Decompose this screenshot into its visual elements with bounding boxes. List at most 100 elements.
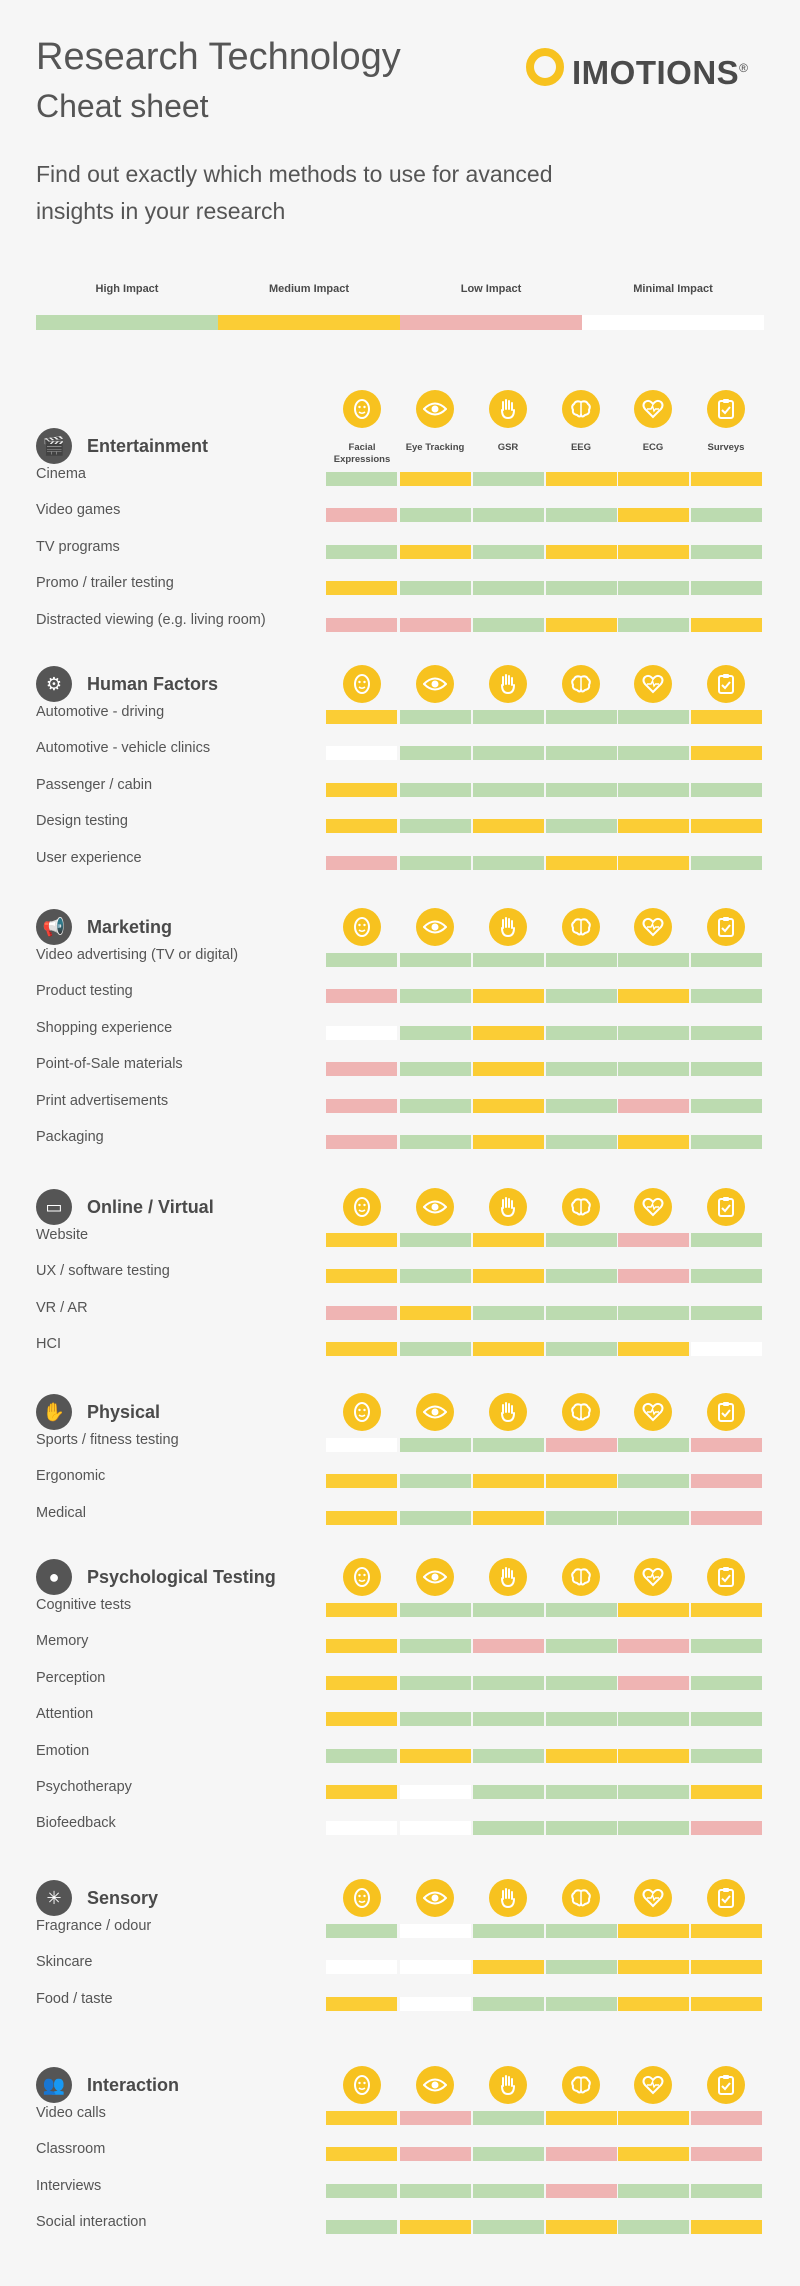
logo-ring-icon xyxy=(526,48,564,86)
impact-cell-high xyxy=(546,953,617,967)
impact-cell-low xyxy=(546,1438,617,1452)
impact-cell-high xyxy=(400,989,471,1004)
impact-cell-high xyxy=(473,855,544,870)
impact-cell-high xyxy=(546,1924,617,1938)
hand-icon xyxy=(489,908,527,946)
impact-cell-high xyxy=(400,1510,471,1525)
impact-cell-medium xyxy=(326,1785,397,1799)
eye-icon xyxy=(416,1188,454,1226)
impact-cell-low xyxy=(326,1305,397,1320)
impact-cell-high xyxy=(546,1062,617,1077)
impact-cell-high xyxy=(618,2183,689,2198)
row-label: Biofeedback xyxy=(36,1815,116,1832)
legend-label-low: Low Impact xyxy=(460,283,522,295)
impact-cell-high xyxy=(618,581,689,596)
row-label: UX / software testing xyxy=(36,1263,170,1280)
impact-cell-high xyxy=(618,1785,689,1799)
brain-icon xyxy=(562,390,600,428)
impact-cell-medium xyxy=(326,1233,397,1247)
impact-cell-high xyxy=(473,1821,544,1836)
impact-cell-medium xyxy=(400,2220,471,2235)
impact-cell-medium xyxy=(400,1305,471,1320)
impact-cell-low xyxy=(326,989,397,1004)
impact-cell-medium xyxy=(618,508,689,523)
row-label: HCI xyxy=(36,1336,61,1353)
impact-cell-high xyxy=(546,1025,617,1040)
impact-cell-minimal xyxy=(326,1821,397,1836)
row-label: Product testing xyxy=(36,983,133,1000)
imotions-logo: IMOTIONS® xyxy=(526,48,766,91)
impact-cell-medium xyxy=(326,1342,397,1357)
impact-cell-high xyxy=(546,1135,617,1149)
impact-cell-high xyxy=(546,1785,617,1799)
impact-cell-high xyxy=(400,710,471,724)
impact-cell-low xyxy=(618,1098,689,1113)
impact-cell-high xyxy=(618,1062,689,1077)
row-label: Social interaction xyxy=(36,2214,147,2231)
impact-cell-high xyxy=(691,508,762,523)
hand-icon xyxy=(489,1879,527,1917)
impact-cell-high xyxy=(473,544,544,559)
face-icon xyxy=(343,1188,381,1226)
impact-cell-high xyxy=(326,1924,397,1938)
method-label: EEG xyxy=(570,442,592,453)
impact-cell-low xyxy=(618,1639,689,1654)
eye-icon xyxy=(416,665,454,703)
impact-cell-high xyxy=(400,581,471,596)
row-label: Sports / fitness testing xyxy=(36,1432,179,1448)
impact-cell-high xyxy=(618,782,689,797)
people-icon: 👥 xyxy=(36,2067,72,2103)
row-label: Distracted viewing (e.g. living room) xyxy=(36,611,266,628)
row-label: Perception xyxy=(36,1669,106,1686)
row-label: Video calls xyxy=(36,2105,106,2121)
method-label: ECG xyxy=(642,442,664,453)
impact-cell-medium xyxy=(546,1748,617,1763)
impact-cell-high xyxy=(618,617,689,632)
hand-icon xyxy=(489,1393,527,1431)
impact-cell-high xyxy=(400,1233,471,1247)
impact-cell-medium xyxy=(691,746,762,761)
row-label: Food / taste xyxy=(36,1990,113,2007)
impact-cell-high xyxy=(618,1510,689,1525)
impact-cell-high xyxy=(400,1675,471,1690)
face-icon xyxy=(343,1393,381,1431)
section-title: Online / Virtual xyxy=(87,1197,214,1217)
row-label: Attention xyxy=(36,1706,94,1723)
impact-cell-high xyxy=(691,1675,762,1690)
impact-cell-low xyxy=(326,1135,397,1149)
heart-icon xyxy=(634,1393,672,1431)
impact-cell-high xyxy=(473,2111,544,2125)
impact-cell-medium xyxy=(326,1474,397,1489)
impact-cell-medium xyxy=(691,1996,762,2011)
legend-swatch-high xyxy=(36,315,218,330)
impact-cell-medium xyxy=(473,819,544,834)
impact-cell-low xyxy=(473,1639,544,1654)
brain-icon xyxy=(562,908,600,946)
page-subtitle: Cheat sheet xyxy=(36,88,209,124)
impact-cell-medium xyxy=(618,2111,689,2125)
row-label: Automotive - driving xyxy=(36,704,165,720)
impact-cell-high xyxy=(546,1098,617,1113)
steering-wheel-icon: ⚙ xyxy=(36,666,72,702)
impact-cell-medium xyxy=(473,1233,544,1247)
impact-cell-high xyxy=(400,855,471,870)
impact-cell-low xyxy=(691,1821,762,1836)
impact-cell-high xyxy=(473,508,544,523)
impact-cell-high xyxy=(546,1233,617,1247)
impact-cell-high xyxy=(546,1603,617,1617)
impact-cell-high xyxy=(473,617,544,632)
impact-cell-medium xyxy=(546,2220,617,2235)
row-label: Print advertisements xyxy=(36,1092,169,1109)
intro-text: Find out exactly which methods to use fo… xyxy=(36,161,553,224)
hand-icon xyxy=(489,665,527,703)
impact-cell-high xyxy=(473,782,544,797)
impact-cell-high xyxy=(691,1269,762,1284)
impact-cell-high xyxy=(400,1135,471,1149)
clipboard-icon xyxy=(707,1558,745,1596)
impact-cell-high xyxy=(546,1675,617,1690)
face-icon xyxy=(343,908,381,946)
senses-icon: ✳ xyxy=(36,1880,72,1916)
row-label: Design testing xyxy=(36,813,128,830)
impact-cell-high xyxy=(691,782,762,797)
impact-cell-minimal xyxy=(691,1342,762,1357)
